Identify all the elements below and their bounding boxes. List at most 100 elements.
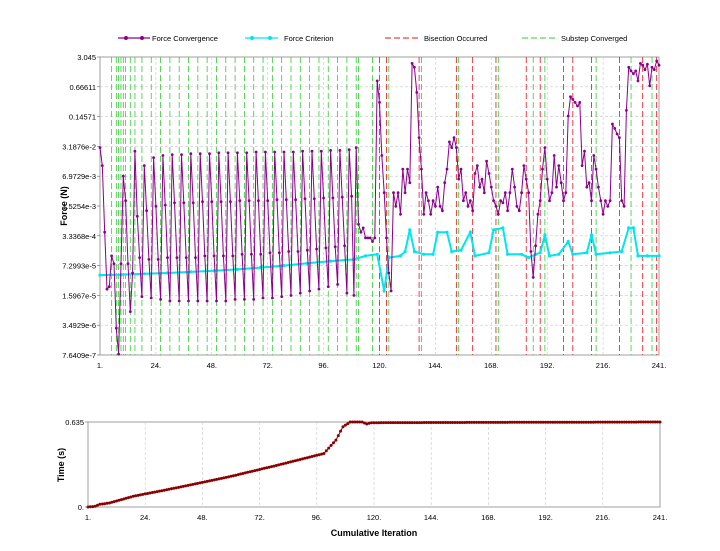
force-x-tick-label: 216. xyxy=(596,361,611,370)
force-convergence-point xyxy=(103,230,107,234)
force-convergence-point xyxy=(105,287,109,291)
force-convergence-point xyxy=(275,198,279,202)
force-convergence-point xyxy=(650,65,654,69)
time-point xyxy=(160,489,164,493)
force-criterion-point xyxy=(189,270,193,274)
time-point xyxy=(165,488,169,492)
time-point xyxy=(317,453,321,457)
time-point xyxy=(606,420,610,424)
force-convergence-point xyxy=(375,79,379,83)
force-convergence-point xyxy=(184,256,188,259)
time-point xyxy=(322,452,326,455)
time-point xyxy=(658,420,662,424)
time-point xyxy=(539,420,543,424)
time-point xyxy=(510,420,514,424)
time-point xyxy=(405,421,409,425)
force-convergence-point xyxy=(336,283,339,286)
force-convergence-point xyxy=(333,245,337,249)
time-point xyxy=(598,420,602,424)
force-convergence-point xyxy=(576,104,579,108)
force-x-tick-label: 24. xyxy=(151,361,161,370)
force-convergence-point xyxy=(531,276,535,279)
time-point xyxy=(351,420,355,424)
time-point xyxy=(110,500,114,504)
time-point xyxy=(558,420,562,424)
force-y-tick-label: 1.5254e-3 xyxy=(62,202,96,211)
force-convergence-point xyxy=(287,250,291,253)
force-convergence-point xyxy=(250,252,253,256)
time-point xyxy=(446,421,450,424)
force-convergence-point xyxy=(611,122,614,126)
time-y-ticks: 0. 0.635 xyxy=(65,418,88,512)
force-criterion-point xyxy=(403,249,407,254)
force-convergence-point xyxy=(364,236,367,240)
time-point xyxy=(231,474,235,478)
time-point xyxy=(191,482,195,486)
time-point xyxy=(520,420,524,424)
time-point xyxy=(422,421,426,424)
time-point xyxy=(260,467,264,471)
force-convergence-point xyxy=(156,258,160,261)
force-convergence-point xyxy=(571,98,575,101)
force-convergence-point xyxy=(613,126,617,130)
force-convergence-point xyxy=(296,250,300,253)
time-point xyxy=(453,421,457,424)
time-point xyxy=(250,469,254,473)
time-point xyxy=(305,456,309,460)
time-point xyxy=(379,421,383,425)
time-point xyxy=(343,423,347,427)
force-convergence-point xyxy=(471,209,475,213)
force-convergence-point xyxy=(238,199,242,203)
force-y-tick-label: 7.2993e-5 xyxy=(62,262,96,271)
force-convergence-point xyxy=(604,199,607,203)
time-point xyxy=(119,498,123,502)
force-convergence-point xyxy=(121,174,125,178)
force-convergence-point xyxy=(420,167,423,171)
force-convergence-point xyxy=(585,185,589,189)
force-convergence-point xyxy=(436,185,440,189)
time-point xyxy=(515,420,519,424)
time-point xyxy=(627,420,631,424)
force-convergence-point xyxy=(226,151,230,155)
force-criterion-point xyxy=(329,259,333,263)
time-point xyxy=(312,454,316,458)
time-point xyxy=(613,420,617,424)
time-point xyxy=(620,420,624,424)
force-convergence-point xyxy=(135,214,139,218)
force-convergence-point xyxy=(371,240,374,243)
time-x-ticks: 1. 24. 48. 72. 96. 120. 144. 168. 192. 216. 241. xyxy=(85,513,667,522)
force-convergence-point xyxy=(198,152,202,156)
time-point xyxy=(579,420,583,424)
force-convergence-point xyxy=(506,209,509,213)
force-convergence-point xyxy=(175,256,179,259)
force-convergence-point xyxy=(215,299,218,303)
time-point xyxy=(629,420,633,424)
force-criterion-point xyxy=(459,248,463,252)
force-criterion-point xyxy=(412,249,416,254)
time-point xyxy=(131,494,135,498)
time-point xyxy=(537,420,540,424)
force-convergence-point xyxy=(648,84,652,88)
time-point xyxy=(212,478,216,482)
time-point xyxy=(532,420,536,424)
force-convergence-point xyxy=(620,199,624,203)
force-convergence-point xyxy=(338,149,342,152)
force-convergence-point xyxy=(455,146,458,150)
force-convergence-point xyxy=(569,95,572,99)
force-convergence-point xyxy=(408,181,412,185)
force-convergence-point xyxy=(305,248,309,252)
time-point xyxy=(310,455,314,458)
force-criterion-point xyxy=(557,252,561,256)
time-series xyxy=(86,420,662,509)
force-y-tick-label: 7.6409e-7 xyxy=(62,351,96,360)
force-convergence-point xyxy=(284,198,288,202)
legend-force-criterion-label: Force Criterion xyxy=(284,34,334,43)
force-criterion-point xyxy=(538,251,542,255)
time-point xyxy=(286,461,290,464)
force-criterion-point xyxy=(527,256,531,260)
legend-force-convergence-marker xyxy=(140,36,144,40)
time-point xyxy=(279,462,283,466)
force-criterion-point xyxy=(363,254,368,258)
force-y-tick-label: 3.3368e-4 xyxy=(62,232,96,241)
